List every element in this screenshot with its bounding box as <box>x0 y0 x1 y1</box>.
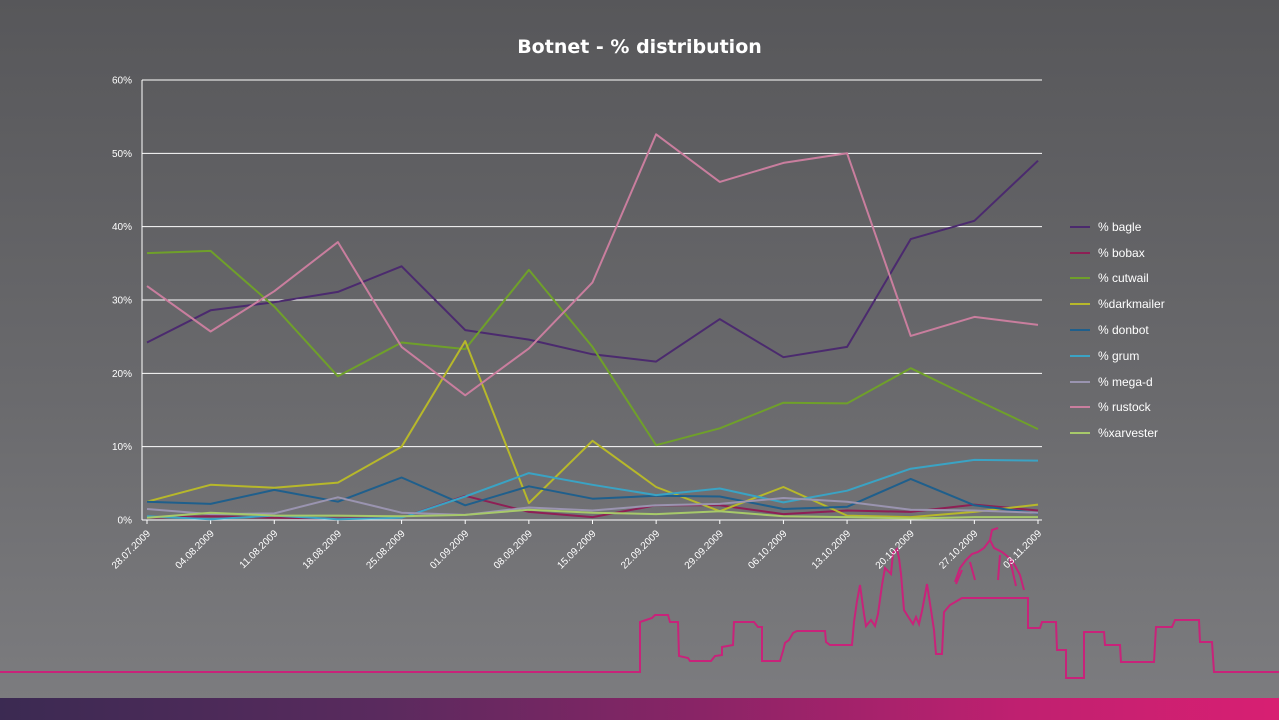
legend-label: % bagle <box>1098 219 1142 234</box>
x-tick-label: 13.10.2009 <box>810 528 853 571</box>
legend-swatch <box>1070 380 1090 383</box>
x-tick-label: 29.09.2009 <box>683 528 726 571</box>
legend-item: %xarvester <box>1070 420 1165 446</box>
legend-swatch <box>1070 303 1090 306</box>
legend-item: % mega-d <box>1070 369 1165 395</box>
y-tick-label: 0% <box>118 516 133 527</box>
legend-item: % rustock <box>1070 395 1165 421</box>
y-tick-label: 50% <box>112 149 132 160</box>
y-tick-label: 60% <box>112 76 132 87</box>
x-tick-label: 08.09.2009 <box>492 528 535 571</box>
series-line-mega-d <box>146 496 1039 516</box>
legend-item: % bobax <box>1070 240 1165 266</box>
legend-item: % bagle <box>1070 214 1165 240</box>
x-tick-label: 15.09.2009 <box>555 528 598 571</box>
x-tick-label: 25.08.2009 <box>365 528 408 571</box>
y-tick-label: 40% <box>112 222 132 233</box>
y-tick-label: 20% <box>112 369 132 380</box>
footer-gradient-band <box>0 698 1279 720</box>
legend-item: % cutwail <box>1070 266 1165 292</box>
legend-swatch <box>1070 277 1090 280</box>
legend-label: % bobax <box>1098 245 1145 260</box>
x-tick-label: 20.10.2009 <box>874 528 917 571</box>
x-tick-label: 03.11.2009 <box>1001 528 1044 571</box>
legend-label: %darkmailer <box>1098 297 1165 312</box>
legend-item: % grum <box>1070 343 1165 369</box>
series-line-rustock <box>146 133 1039 397</box>
series-line-xarvester <box>146 508 1038 520</box>
series-line-bobax <box>146 494 1039 520</box>
legend-item: % donbot <box>1070 317 1165 343</box>
x-tick-label: 01.09.2009 <box>428 528 471 571</box>
y-tick-label: 30% <box>112 296 132 307</box>
x-tick-label: 06.10.2009 <box>746 528 789 571</box>
x-tick-label: 28.07.2009 <box>110 528 153 571</box>
legend-label: % donbot <box>1098 323 1149 338</box>
x-tick-label: 18.08.2009 <box>301 528 344 571</box>
series-line-cutwail <box>146 249 1039 447</box>
x-tick-label: 04.08.2009 <box>174 528 217 571</box>
legend-label: % cutwail <box>1098 271 1149 286</box>
legend-swatch <box>1070 354 1090 357</box>
chart-title: Botnet - % distribution <box>517 36 762 58</box>
series-line-bagle <box>146 159 1039 363</box>
legend-swatch <box>1070 406 1090 409</box>
legend-label: %xarvester <box>1098 426 1159 441</box>
legend-swatch <box>1070 329 1090 332</box>
legend-label: % rustock <box>1098 400 1151 415</box>
legend-swatch <box>1070 251 1090 254</box>
y-tick-label: 10% <box>112 442 132 453</box>
x-tick-label: 27.10.2009 <box>937 528 980 571</box>
legend-swatch <box>1070 432 1090 435</box>
series-line-darkmailer <box>146 340 1039 519</box>
series-line-donbot <box>146 476 1039 515</box>
legend-label: % grum <box>1098 348 1140 363</box>
legend-swatch <box>1070 225 1090 228</box>
series-line-grum <box>146 458 1039 521</box>
legend-label: % mega-d <box>1098 374 1153 389</box>
x-tick-label: 22.09.2009 <box>619 528 662 571</box>
x-tick-label: 11.08.2009 <box>238 528 281 571</box>
legend-item: %darkmailer <box>1070 291 1165 317</box>
chart-legend: % bagle % bobax % cutwail %darkmailer % donb… <box>1070 214 1165 446</box>
